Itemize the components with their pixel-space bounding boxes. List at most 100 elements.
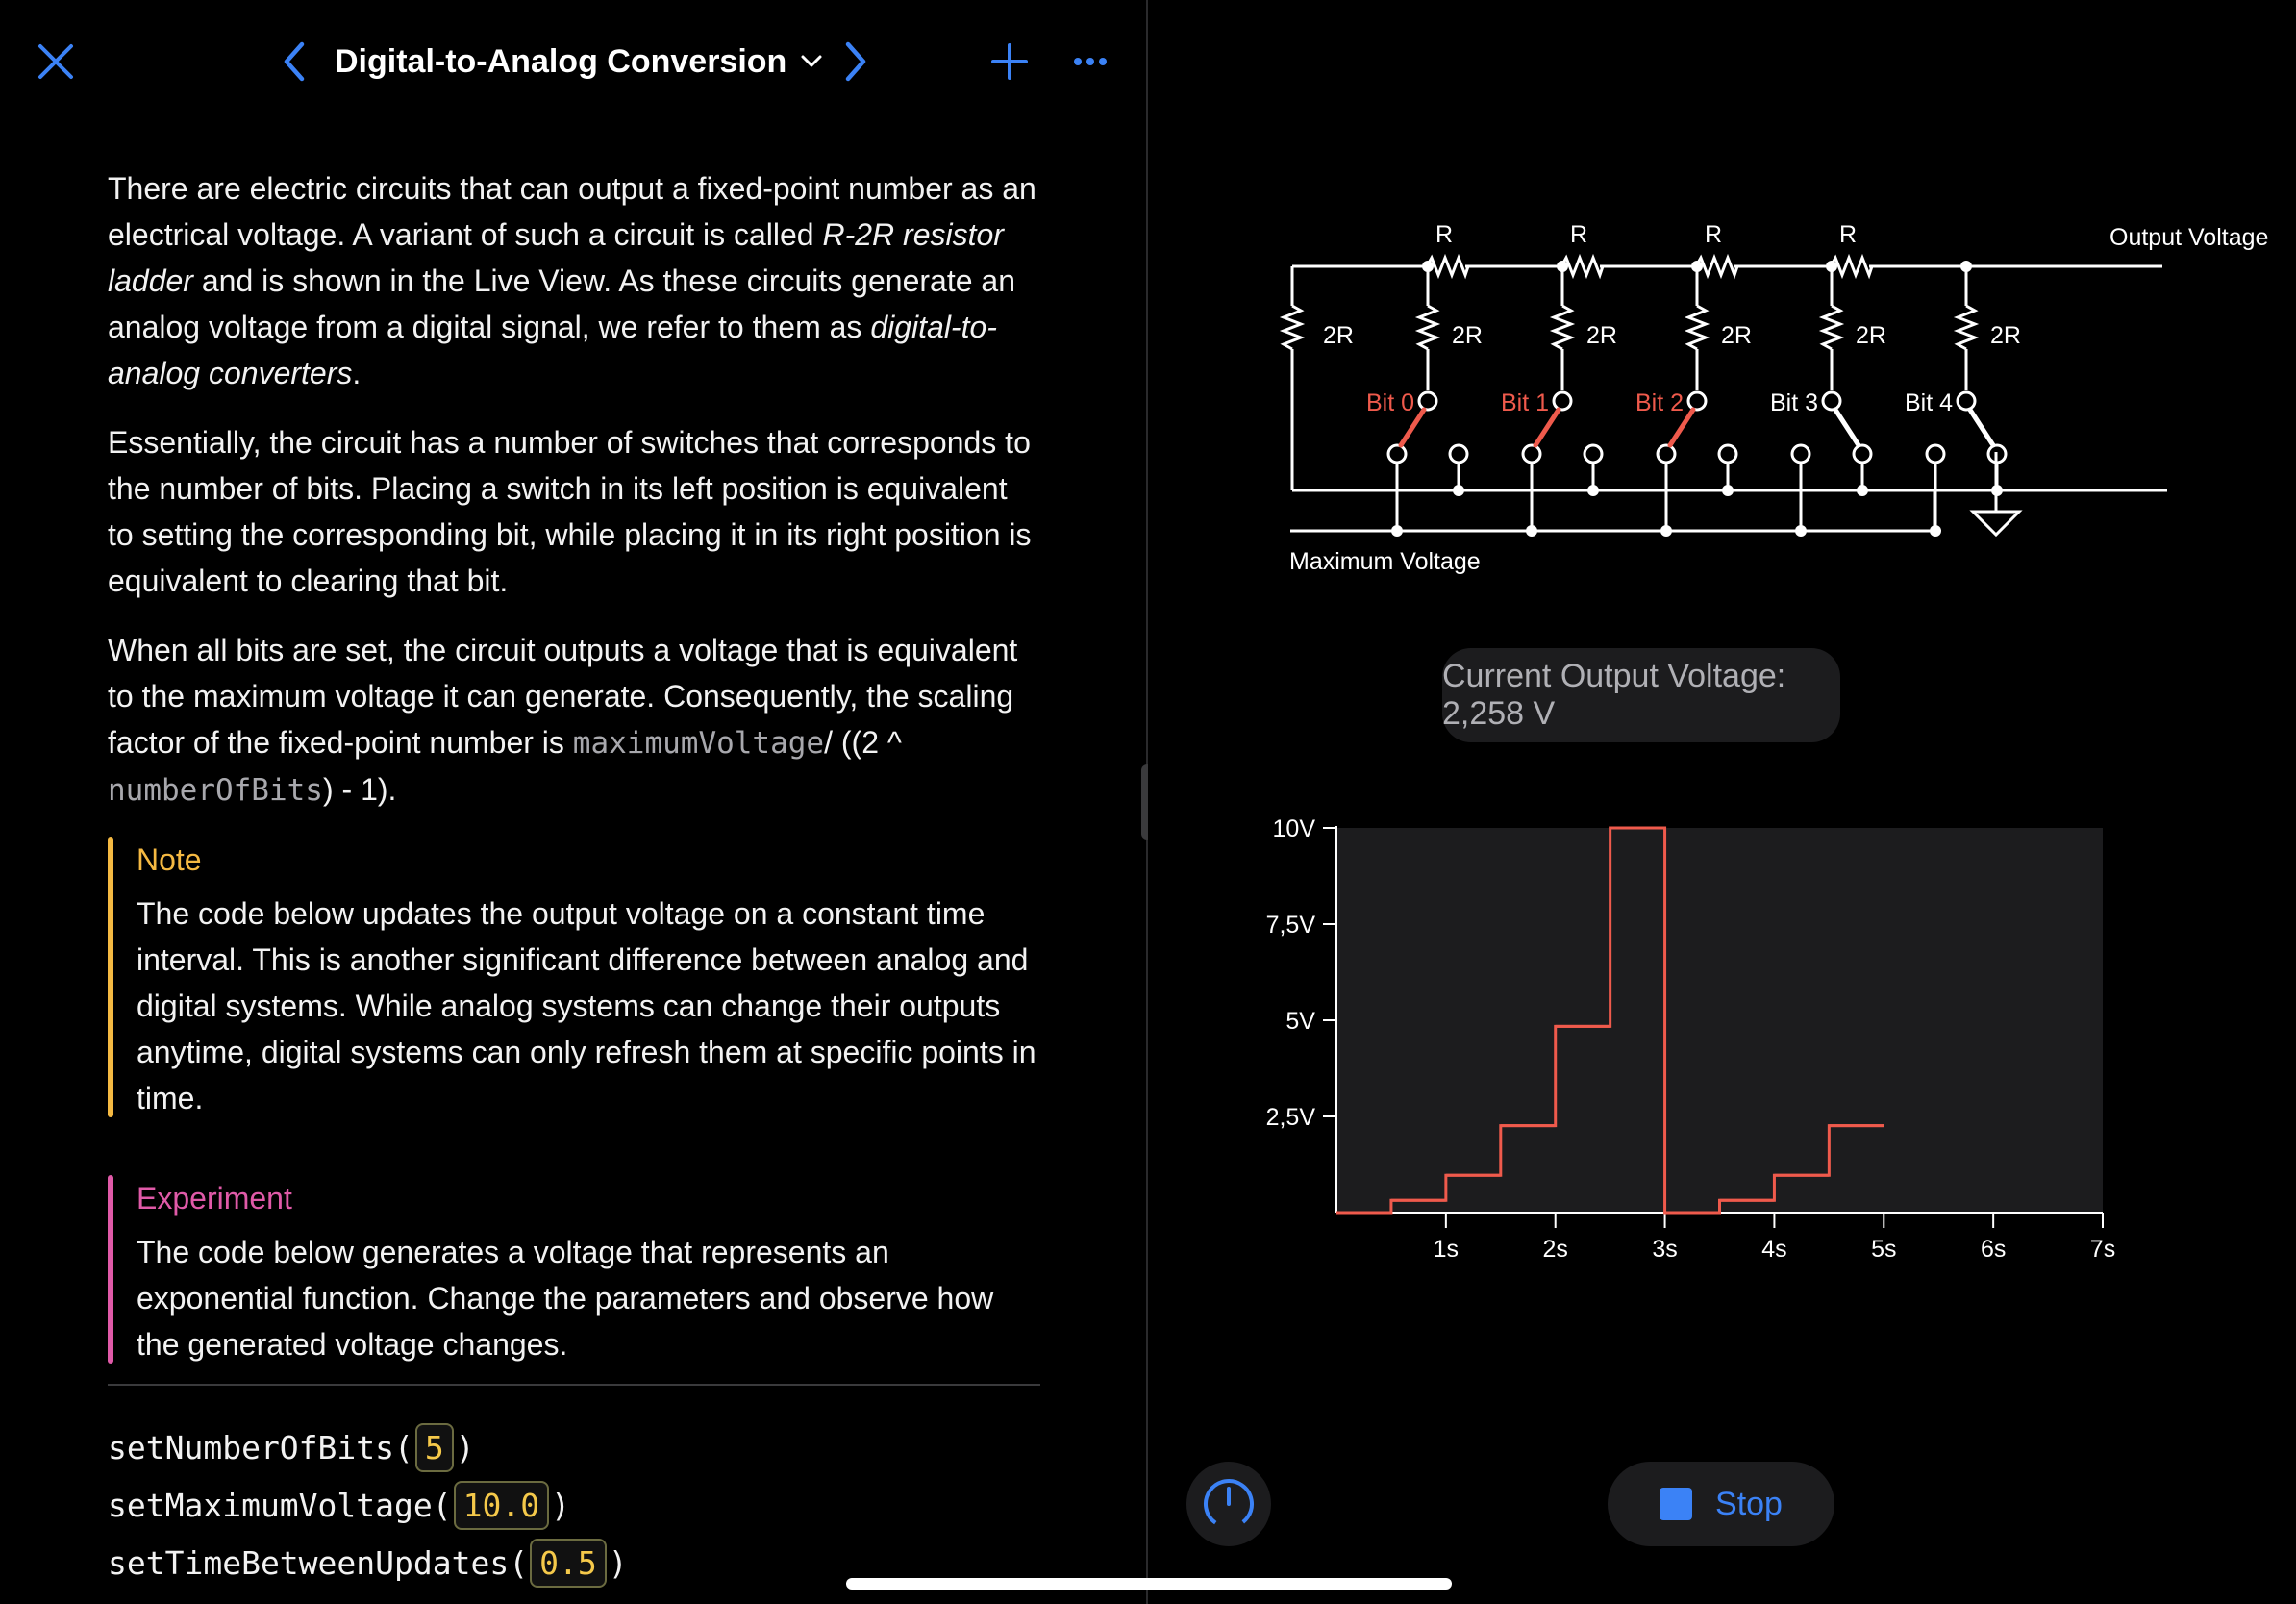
add-button[interactable] (983, 35, 1036, 88)
maximum-voltage-label: Maximum Voltage (1289, 548, 1481, 575)
bus-junction-max-4 (1930, 525, 1941, 537)
page-title: Digital-to-Analog Conversion (335, 42, 787, 80)
bus-junction-max-2 (1660, 525, 1672, 537)
inline-code-number-of-bits: numberOfBits (108, 773, 323, 808)
y-tick-label-3: 10V (1273, 815, 1316, 842)
code-line-number-of-bits: setNumberOfBits(5) (108, 1423, 475, 1472)
x-tick-label-3: 4s (1761, 1236, 1786, 1263)
plot-area (1336, 828, 2103, 1213)
close-button[interactable] (29, 35, 83, 88)
series-resistor-label-2: R (1705, 221, 1722, 248)
shunt-resistor-label-0: 2R (1452, 322, 1483, 349)
experiment-heading: Experiment (137, 1181, 292, 1216)
code-divider (108, 1384, 1040, 1386)
speed-button[interactable] (1186, 1462, 1271, 1546)
code-line-time-between-updates: setTimeBetweenUpdates(0.5) (108, 1539, 628, 1588)
series-resistor-label-3: R (1839, 221, 1857, 248)
series-resistor-label-1: R (1570, 221, 1587, 248)
shunt-resistor-3 (1818, 304, 1845, 351)
live-view-pane: 2R Bit 0 2R Bit 1 2R Bit 2 2R Bit 3 2R Bit 4 Outp… (1148, 0, 2296, 1604)
document-pane: Digital-to-Analog Conversion (0, 0, 1146, 1604)
code-function: setTimeBetweenUpdates( (108, 1544, 529, 1582)
shunt-resistor-label-1: 2R (1586, 322, 1617, 349)
speedometer-icon (1204, 1479, 1254, 1529)
bit-label-3: Bit 3 (1770, 389, 1818, 416)
home-indicator[interactable] (846, 1578, 1452, 1590)
switch-blade-1[interactable] (1533, 407, 1561, 448)
bus-junction-max-1 (1526, 525, 1537, 537)
switch-pivot-2 (1686, 390, 1708, 412)
number-of-bits-token[interactable]: 5 (414, 1423, 454, 1472)
switch-blade-0[interactable] (1398, 407, 1427, 448)
output-voltage-label: Output Voltage (2109, 224, 2268, 251)
x-tick-label-2: 3s (1652, 1236, 1677, 1263)
r2r-ladder-diagram: 2R Bit 0 2R Bit 1 2R Bit 2 2R Bit 3 2R Bit 4 Outp… (1279, 221, 2268, 575)
switch-blade-2[interactable] (1667, 407, 1696, 448)
rail-junction-1 (1557, 261, 1568, 272)
paragraph-intro: There are electric circuits that can out… (108, 171, 1036, 390)
rail-junction-0 (1422, 261, 1434, 272)
series-resistor-label-0: R (1435, 221, 1453, 248)
bit-label-1: Bit 1 (1501, 389, 1549, 416)
experiment-body: The code below generates a voltage that … (137, 1235, 994, 1362)
bit-branch-2: 2R Bit 2 (1635, 266, 1752, 537)
stop-button[interactable]: Stop (1608, 1462, 1834, 1546)
note-heading: Note (137, 842, 202, 877)
prose-content: There are electric circuits that can out… (108, 165, 1040, 837)
code-line-maximum-voltage: setMaximumVoltage(10.0) (108, 1481, 570, 1530)
chevron-left-icon (284, 41, 305, 82)
note-accent-bar (108, 837, 113, 1117)
shunt-resistor-label-2: 2R (1721, 322, 1752, 349)
paragraph-switches: Essentially, the circuit has a number of… (108, 425, 1032, 598)
maximum-voltage-token[interactable]: 10.0 (453, 1481, 550, 1530)
note-callout: Note The code below updates the output v… (108, 837, 1040, 1117)
bit-branch-0: 2R Bit 0 (1366, 266, 1483, 537)
output-voltage-readout: Current Output Voltage: 2,258 V (1442, 648, 1840, 742)
chevron-right-icon (845, 41, 866, 82)
bit-label-4: Bit 4 (1905, 389, 1953, 416)
note-body: The code below updates the output voltag… (137, 896, 1036, 1115)
bit-branch-3: 2R Bit 3 (1770, 266, 1886, 537)
shunt-resistor-label-3: 2R (1856, 322, 1886, 349)
y-tick-label-1: 5V (1285, 1008, 1315, 1035)
y-tick-label-0: 2,5V (1266, 1104, 1316, 1131)
next-page-button[interactable] (833, 35, 881, 88)
switch-pivot-4 (1956, 390, 1977, 412)
x-tick-label-1: 2s (1543, 1236, 1568, 1263)
switch-blade-3[interactable] (1833, 407, 1861, 448)
stop-label: Stop (1715, 1485, 1783, 1522)
x-tick-label-0: 1s (1434, 1236, 1459, 1263)
x-tick-label-5: 6s (1981, 1236, 2006, 1263)
experiment-callout: Experiment The code below generates a vo… (108, 1175, 1040, 1364)
switch-pivot-3 (1821, 390, 1842, 412)
bus-junction-max-0 (1391, 525, 1403, 537)
y-tick-label-2: 7,5V (1266, 912, 1316, 939)
voltage-chart: 2,5V 5V 7,5V 10V 1s 2s 3s 4s 5s 6s 7s (1266, 815, 2116, 1263)
shunt-resistor-0 (1414, 304, 1441, 351)
bit-label-0: Bit 0 (1366, 389, 1414, 416)
shunt-resistor-1 (1549, 304, 1576, 351)
time-between-updates-token[interactable]: 0.5 (530, 1539, 607, 1588)
paragraph-scaling: When all bits are set, the circuit outpu… (108, 633, 1018, 808)
stop-icon (1660, 1488, 1693, 1520)
switch-pivot-0 (1417, 390, 1438, 412)
page-title-menu[interactable]: Digital-to-Analog Conversion (335, 37, 823, 87)
navigation-bar: Digital-to-Analog Conversion (0, 0, 1146, 125)
x-tick-label-6: 7s (2090, 1236, 2115, 1263)
x-tick-label-4: 5s (1871, 1236, 1896, 1263)
bit-branch-1: 2R Bit 1 (1501, 266, 1617, 537)
switch-blade-4[interactable] (1967, 407, 1996, 448)
bit-label-2: Bit 2 (1635, 389, 1684, 416)
plus-icon (991, 43, 1028, 80)
experiment-accent-bar (108, 1175, 113, 1364)
close-icon (38, 44, 73, 79)
previous-page-button[interactable] (269, 35, 317, 88)
termination-resistor-label: 2R (1323, 322, 1354, 349)
code-function: setMaximumVoltage( (108, 1487, 452, 1524)
shunt-resistor-4 (1953, 304, 1980, 351)
switch-pivot-1 (1552, 390, 1573, 412)
term-r2r: R-2R resistor ladder (108, 217, 1004, 298)
code-function: setNumberOfBits( (108, 1429, 413, 1466)
more-options-button[interactable] (1063, 35, 1117, 88)
bus-junction-max-3 (1795, 525, 1807, 537)
